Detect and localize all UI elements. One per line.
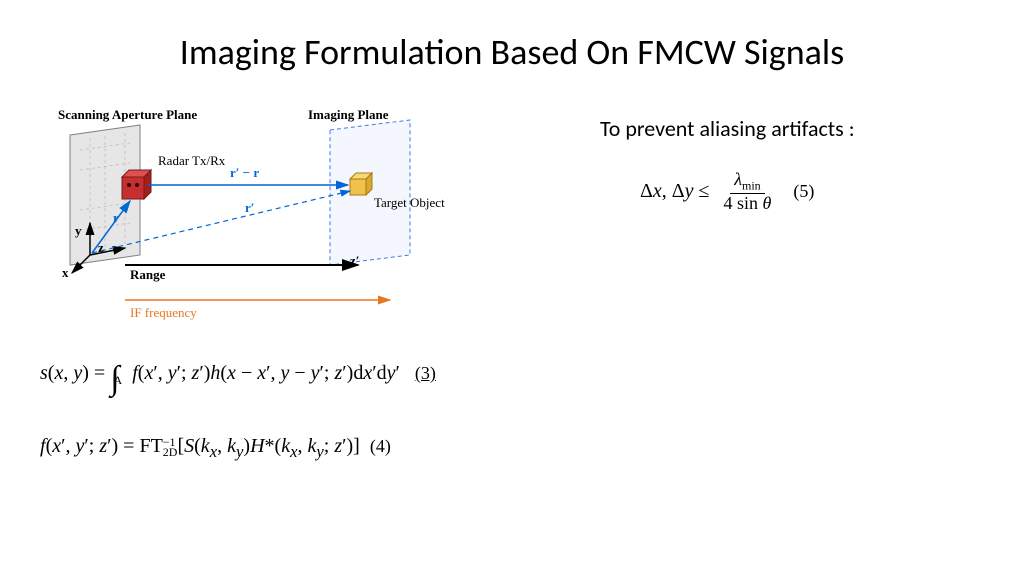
geometry-diagram: Scanning Aperture Plane Imaging Plane Ra… — [30, 105, 450, 335]
equation-4: f(x′, y′; z′) = FT−12D[S(kx, ky)H*(kx, k… — [40, 435, 391, 462]
label-imaging-plane: Imaging Plane — [308, 107, 389, 123]
page-title: Imaging Formulation Based On FMCW Signal… — [0, 30, 1024, 74]
label-axis-x: x — [62, 265, 69, 281]
eq5-number: (5) — [793, 181, 814, 202]
label-target: Target Object — [374, 195, 445, 211]
equation-3: s(x, y) = ∫A f(x′, y′; z′)h(x − x′, y − … — [40, 360, 436, 398]
eq3-subscript: A — [114, 373, 123, 387]
equation-5: Δx, Δy ≤ λmin 4 sin θ (5) — [640, 170, 814, 214]
eq3-number: (3) — [415, 363, 436, 383]
label-axis-y: y — [75, 223, 82, 239]
label-r: r — [113, 210, 119, 226]
aliasing-subtitle: To prevent aliasing artifacts : — [600, 115, 855, 142]
label-range: Range — [130, 267, 165, 283]
label-axis-zprime: z′ — [350, 253, 359, 269]
label-axis-z: z — [98, 240, 104, 256]
label-if-frequency: IF frequency — [130, 305, 197, 321]
eq4-number: (4) — [370, 436, 391, 456]
label-scanning-aperture: Scanning Aperture Plane — [58, 107, 197, 123]
diagram-svg — [30, 105, 450, 335]
label-rprime-minus-r: r′ − r — [230, 165, 259, 181]
label-radar: Radar Tx/Rx — [158, 153, 225, 169]
label-rprime: r′ — [245, 200, 254, 216]
